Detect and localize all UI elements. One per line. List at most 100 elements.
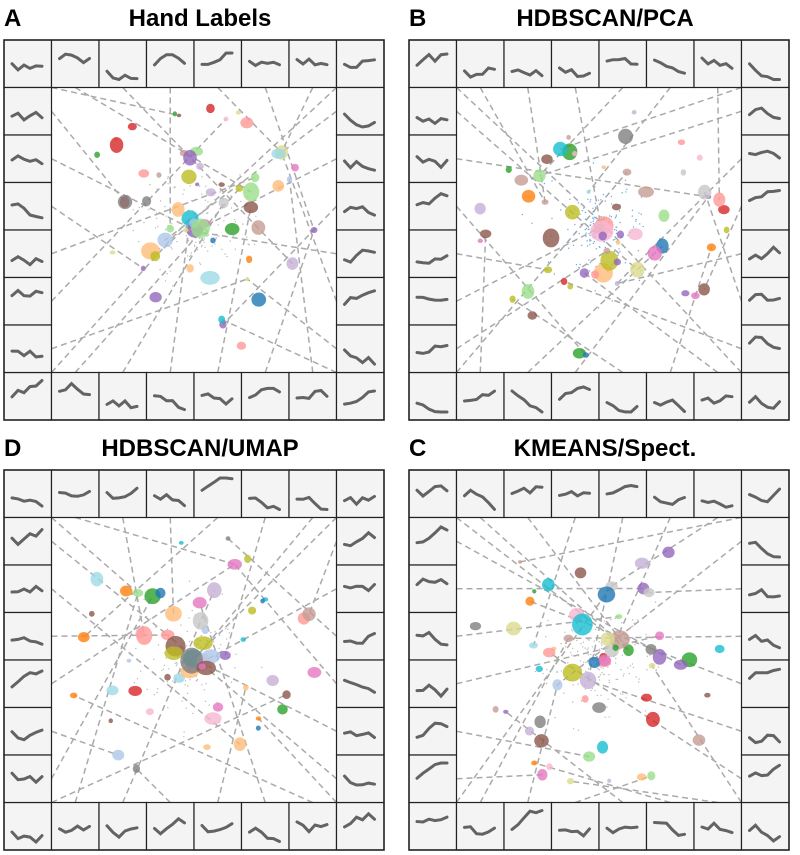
point	[138, 240, 140, 243]
point	[176, 233, 178, 236]
cluster	[692, 734, 706, 746]
point	[616, 226, 618, 228]
cluster	[247, 606, 257, 615]
cluster	[598, 231, 608, 241]
point	[622, 693, 624, 695]
point	[622, 675, 624, 677]
cluster	[647, 245, 662, 261]
cluster	[240, 637, 246, 642]
point	[207, 174, 209, 177]
cluster	[591, 270, 600, 279]
cluster	[126, 658, 132, 663]
point	[166, 681, 168, 683]
cluster	[618, 128, 634, 144]
point	[554, 716, 556, 719]
point	[596, 694, 598, 697]
point	[567, 247, 570, 249]
spectrogram-trace	[343, 58, 376, 69]
spectrogram-trace	[10, 771, 44, 785]
panel-title: Hand Labels	[129, 5, 272, 32]
connector	[51, 563, 236, 685]
connector	[456, 158, 709, 198]
point	[592, 207, 594, 209]
spectrogram-frame	[408, 516, 458, 566]
point	[638, 678, 640, 680]
cluster	[533, 169, 546, 183]
spectrogram-trace	[10, 636, 44, 646]
point	[632, 226, 635, 228]
connector	[280, 87, 314, 153]
spectrogram-trace	[295, 57, 329, 67]
point	[188, 617, 190, 619]
cluster	[201, 649, 221, 664]
cluster	[286, 176, 293, 183]
point	[671, 638, 674, 640]
point	[625, 191, 627, 193]
connector	[51, 516, 139, 594]
spectrogram-frame	[740, 706, 790, 756]
cluster	[564, 204, 580, 220]
point	[589, 234, 591, 237]
cluster	[156, 172, 162, 178]
point	[560, 209, 562, 211]
connector	[288, 179, 314, 373]
spectrogram-frame	[598, 39, 648, 89]
point	[206, 212, 208, 215]
cluster	[176, 113, 182, 118]
point	[192, 712, 194, 715]
point	[195, 241, 197, 244]
connector	[74, 188, 240, 373]
panel-letter: D	[4, 435, 21, 462]
point	[139, 615, 141, 617]
spectrogram-frame	[408, 801, 458, 851]
point	[564, 631, 566, 633]
point	[234, 221, 237, 223]
spectrogram-trace	[153, 492, 186, 508]
cluster	[658, 209, 670, 222]
cluster	[598, 654, 611, 667]
point	[201, 176, 203, 178]
cluster	[272, 179, 285, 192]
cluster	[696, 154, 703, 161]
point	[585, 235, 587, 237]
cluster	[218, 197, 229, 208]
point	[169, 270, 171, 272]
cluster	[527, 311, 538, 320]
point	[198, 262, 201, 264]
point	[183, 697, 186, 699]
spectrogram-frame	[693, 469, 743, 519]
point	[603, 620, 606, 622]
spectrogram-frame	[408, 276, 458, 326]
point	[578, 232, 580, 235]
point	[156, 188, 158, 190]
spectrogram-frame	[98, 371, 148, 421]
point	[207, 201, 209, 203]
point	[556, 670, 558, 673]
point	[569, 198, 571, 201]
spectrogram-frame	[740, 324, 790, 374]
point	[543, 182, 546, 185]
point	[247, 215, 250, 217]
cluster	[286, 257, 299, 270]
point	[242, 223, 244, 225]
cluster	[524, 726, 535, 736]
connector	[51, 730, 119, 756]
point	[182, 226, 185, 228]
cluster	[503, 709, 509, 714]
spectrogram-trace	[415, 525, 449, 545]
point	[235, 653, 237, 656]
cluster	[662, 546, 675, 559]
cluster	[532, 589, 537, 594]
cluster	[612, 644, 619, 651]
cluster	[182, 227, 189, 233]
point	[645, 633, 647, 636]
cluster	[474, 202, 486, 215]
connector	[456, 615, 619, 637]
spectrogram-trace	[748, 335, 781, 350]
connector	[308, 540, 338, 615]
cluster	[590, 221, 614, 242]
point	[211, 637, 213, 639]
spectrogram-trace	[700, 56, 734, 70]
point	[233, 218, 236, 221]
point	[588, 233, 590, 235]
